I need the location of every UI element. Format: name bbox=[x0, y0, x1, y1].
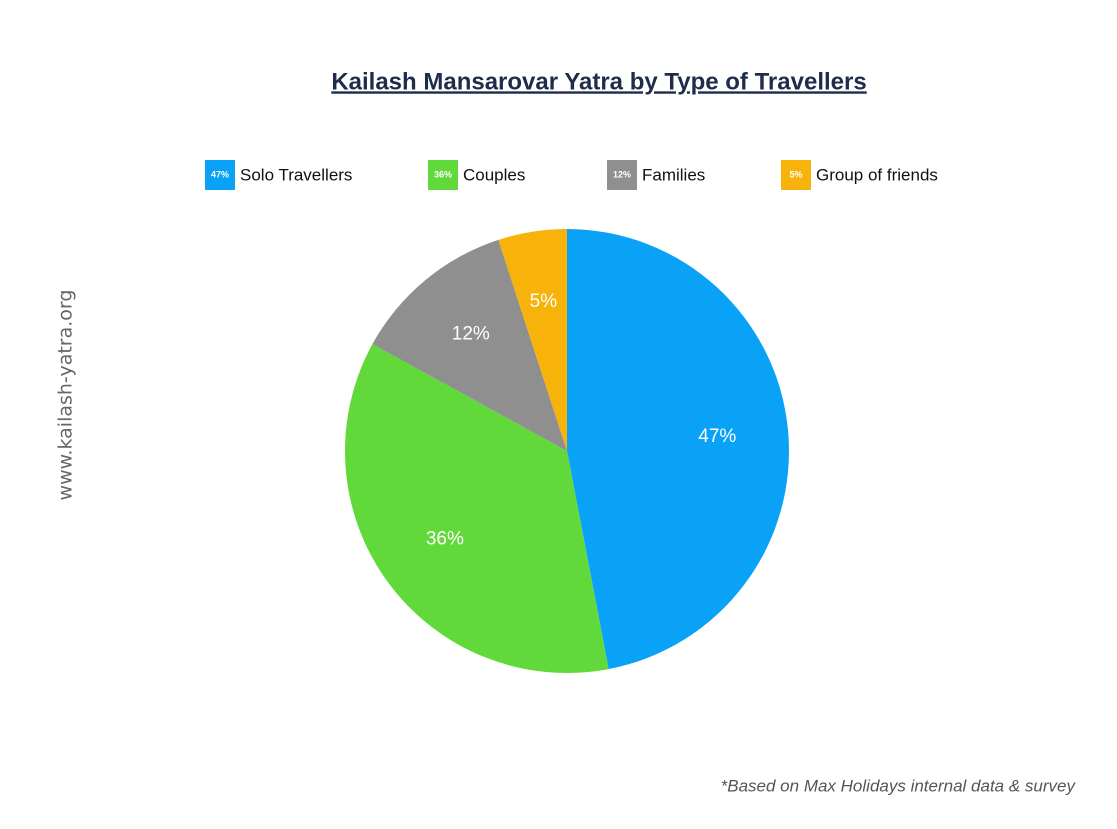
legend-label: Group of friends bbox=[816, 165, 938, 184]
pie-slice bbox=[345, 344, 609, 673]
slice-label: 5% bbox=[530, 291, 558, 312]
legend-swatch-label: 5% bbox=[789, 169, 802, 179]
legend-swatch bbox=[428, 160, 458, 190]
slice-label: 12% bbox=[452, 324, 490, 345]
watermark: www.kailash-yatra.org bbox=[55, 290, 77, 501]
legend-swatch-label: 12% bbox=[613, 169, 631, 179]
legend-swatch bbox=[781, 160, 811, 190]
legend-swatch-label: 36% bbox=[434, 169, 452, 179]
legend-label: Solo Travellers bbox=[240, 165, 352, 184]
slice-label: 47% bbox=[698, 426, 736, 447]
pie-slice bbox=[567, 229, 789, 670]
footnote: *Based on Max Holidays internal data & s… bbox=[721, 776, 1077, 795]
legend-label: Families bbox=[642, 165, 705, 184]
legend-label: Couples bbox=[463, 165, 525, 184]
chart-title: Kailash Mansarovar Yatra by Type of Trav… bbox=[331, 68, 866, 95]
pie-slice bbox=[372, 239, 567, 451]
slice-label: 36% bbox=[426, 529, 464, 550]
legend-swatch bbox=[205, 160, 235, 190]
legend-swatch bbox=[607, 160, 637, 190]
pie-slice bbox=[498, 229, 567, 451]
legend-swatch-label: 47% bbox=[211, 169, 229, 179]
